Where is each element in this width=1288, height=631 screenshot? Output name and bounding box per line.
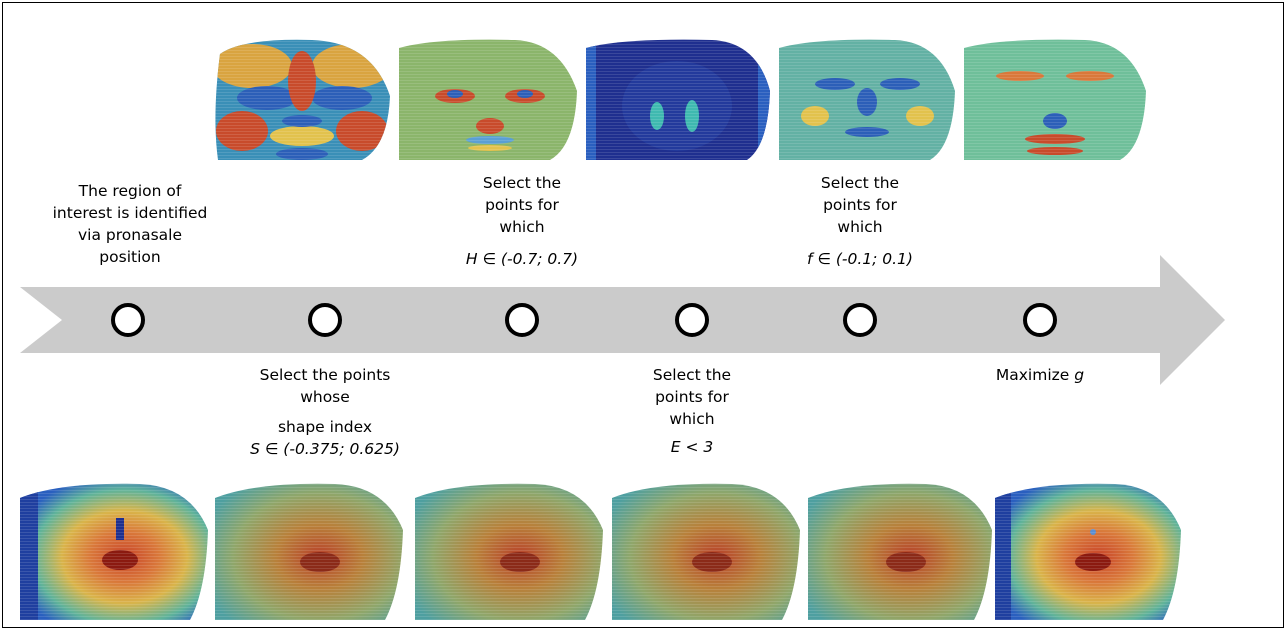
- step-node-1: [111, 303, 145, 337]
- step-label-6: Maximize g: [995, 366, 1085, 384]
- step-node-2: [308, 303, 342, 337]
- arrow-shape: [20, 255, 1225, 385]
- step-label-3: Select the points for which H ∈ (-0.7; 0…: [432, 172, 612, 270]
- final-nose-tip-map-icon: [995, 480, 1183, 620]
- step-label-5: Select the points for which f ∈ (-0.1; 0…: [770, 172, 950, 270]
- energy-map-icon: [582, 36, 772, 162]
- step-label-4: Select the points for which E < 3: [602, 364, 782, 458]
- step-label-2: Select the points whose shape index S ∈ …: [225, 364, 425, 460]
- depth-after-E-icon: [612, 480, 802, 620]
- condition-E: E < 3: [670, 438, 714, 456]
- roi-depth-map-icon: [20, 480, 210, 620]
- condition-S: S ∈ (-0.375; 0.625): [250, 440, 400, 458]
- step-node-6: [1023, 303, 1057, 337]
- step-node-3: [505, 303, 539, 337]
- mean-curvature-map-icon: [395, 36, 579, 162]
- depth-after-shape-index-icon: [215, 480, 405, 620]
- shape-index-map-icon: [212, 36, 392, 162]
- condition-f: f ∈ (-0.1; 0.1): [807, 250, 913, 268]
- g-map-icon: [960, 36, 1148, 162]
- step-node-4: [675, 303, 709, 337]
- depth-after-H-icon: [415, 480, 605, 620]
- f-map-icon: [775, 36, 957, 162]
- condition-H: H ∈ (-0.7; 0.7): [465, 250, 579, 268]
- step-node-5: [843, 303, 877, 337]
- step-label-1: The region of interest is identified via…: [52, 182, 208, 266]
- depth-after-f-icon: [808, 480, 994, 620]
